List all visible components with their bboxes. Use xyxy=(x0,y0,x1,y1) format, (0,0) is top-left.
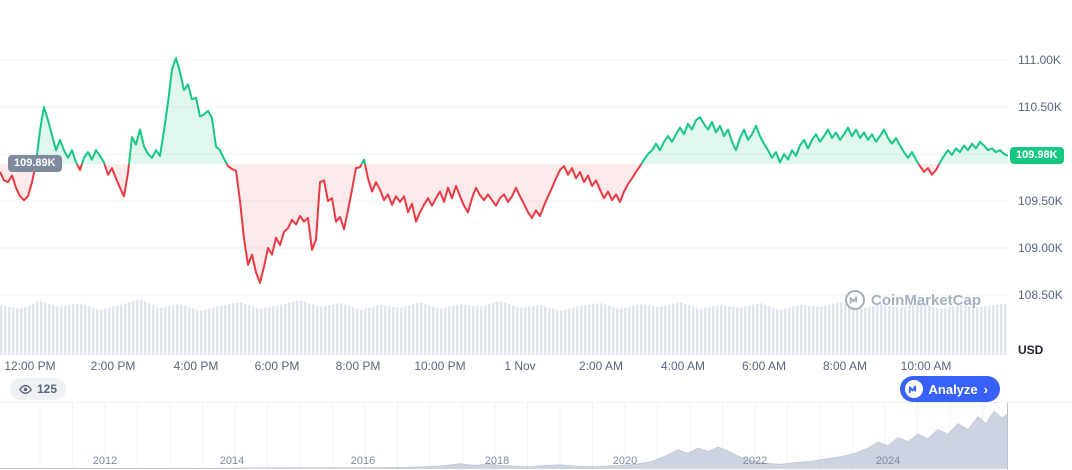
x-axis-label: 2:00 AM xyxy=(578,359,624,373)
toolbar: 125 Analyze › xyxy=(0,375,1072,402)
timeline-year-label: 2020 xyxy=(612,455,638,467)
watermark-text: CoinMarketCap xyxy=(871,291,982,309)
x-axis-label: 8:00 AM xyxy=(822,359,868,373)
timeline-year-label: 2018 xyxy=(484,455,510,467)
y-axis-label: 110.50K xyxy=(1018,100,1062,114)
price-area-green xyxy=(0,58,1008,165)
price-line-red xyxy=(0,164,941,284)
timeline-year-label: 2022 xyxy=(742,455,768,467)
eye-icon xyxy=(19,384,32,394)
analyze-label: Analyze xyxy=(928,381,978,397)
price-chart-svg xyxy=(0,57,1008,355)
x-axis-label: 12:00 PM xyxy=(4,359,56,373)
x-axis-label: 4:00 PM xyxy=(173,359,219,373)
watermark: CoinMarketCap xyxy=(845,290,981,310)
time-axis: 12:00 PM 2:00 PM 4:00 PM 6:00 PM 8:00 PM 10:0… xyxy=(0,357,1008,375)
analyze-button[interactable]: Analyze › xyxy=(899,376,1000,402)
minichart-line xyxy=(0,410,1008,469)
x-axis-label: 10:00 PM xyxy=(414,359,466,373)
watchers-badge: 125 xyxy=(10,378,67,400)
price-axis: USD 111.00K 110.50K 109.50K 109.00K 108.50K xyxy=(1008,0,1072,357)
open-price-label: 109.89K xyxy=(8,155,62,173)
price-chart-plot-area[interactable] xyxy=(0,0,1008,355)
price-area-red xyxy=(0,164,940,283)
y-axis-label: 111.00K xyxy=(1018,53,1061,67)
timeline-year-label: 2012 xyxy=(92,455,118,467)
x-axis-label: 6:00 PM xyxy=(254,359,300,373)
timeline-minichart xyxy=(0,403,1008,470)
timeline-brush[interactable]: 2012 2014 2016 2018 2020 2022 2024 xyxy=(0,402,1072,470)
x-axis-label: 10:00 AM xyxy=(900,359,952,373)
y-axis-label: 109.50K xyxy=(1018,194,1063,208)
currency-unit-label: USD xyxy=(1018,343,1044,357)
volume-bars xyxy=(0,299,1008,355)
current-price-badge: 109.98K xyxy=(1010,146,1064,164)
x-axis-label: 1 Nov xyxy=(504,359,536,373)
timeline-year-label: 2014 xyxy=(219,455,245,467)
price-line-green xyxy=(34,57,1008,165)
x-axis-label: 2:00 PM xyxy=(90,359,136,373)
coinmarketcap-logo-icon xyxy=(845,290,865,310)
chevron-right-icon: › xyxy=(983,381,988,397)
brush-handle[interactable] xyxy=(1007,403,1008,470)
cmc-logo-icon xyxy=(904,380,923,398)
x-axis-label: 6:00 AM xyxy=(741,359,787,373)
minichart-area xyxy=(0,411,1008,469)
x-axis-label: 8:00 PM xyxy=(335,359,381,373)
timeline-year-label: 2016 xyxy=(350,455,376,467)
y-axis-label: 109.00K xyxy=(1018,241,1063,255)
x-axis-label: 4:00 AM xyxy=(660,359,706,373)
watchers-count: 125 xyxy=(37,382,58,396)
timeline-year-label: 2024 xyxy=(875,455,901,467)
y-axis-label: 108.50K xyxy=(1018,288,1063,302)
